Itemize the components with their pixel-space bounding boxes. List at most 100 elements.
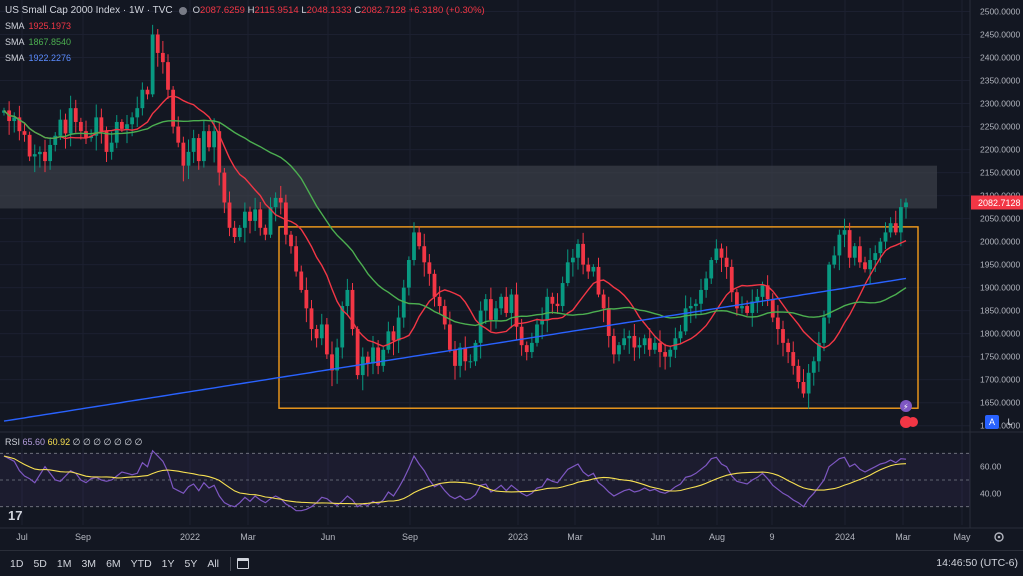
- sma-legend-2[interactable]: SMA 1867.8540: [5, 37, 71, 47]
- range-1m[interactable]: 1M: [56, 557, 72, 570]
- candle-body: [135, 108, 140, 118]
- candle-body: [304, 289, 309, 309]
- price-chart[interactable]: 2500.0000 2450.0000 2400.0000 2350.0000 2300…: [0, 0, 1023, 550]
- candle-body: [181, 142, 186, 166]
- candle-body: [27, 134, 32, 157]
- candle-body: [458, 347, 463, 366]
- candle-body: [878, 241, 883, 254]
- candle-body: [591, 266, 596, 272]
- price-tick-label: 2350.0000: [980, 76, 1020, 86]
- candle-body: [791, 352, 796, 366]
- candle-body: [683, 308, 688, 332]
- candle-body: [714, 248, 719, 261]
- time-tick-label: 2022: [180, 532, 200, 542]
- candle-body: [688, 306, 693, 309]
- candle-body: [775, 317, 780, 330]
- time-tick-label: Jun: [651, 532, 666, 542]
- candle-body: [263, 227, 268, 235]
- range-1y[interactable]: 1Y: [161, 557, 175, 570]
- candle-body: [842, 230, 847, 235]
- range-6m[interactable]: 6M: [106, 557, 121, 570]
- candle-body: [652, 342, 657, 350]
- rsi-ma-line: [3, 455, 907, 505]
- candle-body: [468, 361, 473, 363]
- log-scale-button[interactable]: L: [1007, 417, 1013, 427]
- price-tick-label: 2300.0000: [980, 99, 1020, 109]
- candle-body: [258, 209, 263, 228]
- rsi-tick-label: 40.00: [980, 488, 1002, 498]
- candle-body: [191, 138, 196, 152]
- price-tick-label: 2400.0000: [980, 53, 1020, 63]
- open-label: O: [192, 5, 201, 16]
- rsi-legend[interactable]: RSI 65.60 60.92 ∅ ∅ ∅ ∅ ∅ ∅ ∅: [5, 437, 143, 448]
- range-ytd[interactable]: YTD: [130, 557, 152, 570]
- auto-scale-button[interactable]: A: [985, 415, 999, 429]
- symbol-title[interactable]: US Small Cap 2000 Index · 1W · TVC: [5, 5, 173, 16]
- rsi-value: 65.60: [22, 437, 46, 447]
- date-range-icon[interactable]: [237, 558, 250, 569]
- sma-mid-line: [3, 110, 907, 327]
- candle-body: [330, 354, 334, 371]
- candle-body: [668, 349, 673, 357]
- candle-body: [73, 108, 78, 122]
- candle-body: [309, 308, 314, 330]
- range-all[interactable]: All: [207, 557, 220, 570]
- candle-body: [719, 248, 724, 258]
- time-tick-label: 9: [769, 532, 774, 542]
- range-5y[interactable]: 5Y: [184, 557, 198, 570]
- candle-body: [109, 142, 114, 152]
- candle-body: [58, 119, 63, 136]
- gear-icon: [994, 532, 1004, 542]
- candle-body: [647, 338, 652, 350]
- candle-body: [104, 131, 109, 152]
- change-value: +6.3180 (+0.30%): [408, 5, 485, 16]
- range-3m[interactable]: 3M: [81, 557, 97, 570]
- candle-body: [324, 324, 329, 355]
- candles: [2, 24, 908, 409]
- candle-body: [898, 207, 903, 233]
- sma-legend-1[interactable]: SMA 1925.1973: [5, 21, 71, 31]
- candle-body: [114, 121, 119, 143]
- candle-body: [432, 273, 437, 297]
- candle-body: [658, 342, 662, 353]
- time-tick-label: Aug: [709, 532, 725, 542]
- candle-body: [570, 257, 575, 263]
- time-tick-label: Jul: [16, 532, 28, 542]
- candle-body: [822, 317, 826, 343]
- range-1d[interactable]: 1D: [10, 557, 24, 570]
- tradingview-logo: 17: [8, 508, 22, 523]
- chart-header: US Small Cap 2000 Index · 1W · TVC O2087…: [5, 5, 485, 16]
- price-tick-label: 2000.0000: [980, 237, 1020, 247]
- candle-body: [196, 138, 201, 162]
- candle-body: [278, 197, 283, 203]
- range-5d[interactable]: 5D: [33, 557, 47, 570]
- price-tick-label: 2450.0000: [980, 30, 1020, 40]
- price-tick-label: 2050.0000: [980, 214, 1020, 224]
- candle-body: [478, 310, 483, 343]
- candle-body: [12, 117, 17, 122]
- candle-body: [904, 202, 908, 208]
- candle-body: [381, 349, 386, 366]
- candle-body: [699, 289, 703, 304]
- time-tick-label: May: [953, 532, 971, 542]
- candle-body: [576, 243, 580, 258]
- candle-body: [160, 52, 165, 63]
- candle-body: [63, 119, 68, 134]
- price-tick-label: 1600.0000: [980, 421, 1020, 431]
- event-flag-icon-2: [908, 417, 918, 427]
- time-tick-label: Mar: [240, 532, 256, 542]
- market-status-icon: [178, 6, 187, 15]
- clock-readout[interactable]: 14:46:50 (UTC-6): [936, 557, 1018, 569]
- sma-legend-3[interactable]: SMA 1922.2276: [5, 53, 71, 63]
- candle-body: [43, 151, 47, 162]
- candle-body: [627, 335, 632, 339]
- candle-body: [32, 154, 37, 157]
- time-tick-label: 2024: [835, 532, 855, 542]
- candle-body: [781, 329, 785, 343]
- candle-body: [709, 260, 714, 279]
- price-tick-label: 2150.0000: [980, 168, 1020, 178]
- sma-fast-line: [3, 95, 907, 349]
- candle-body: [893, 223, 898, 233]
- candle-body: [565, 262, 570, 284]
